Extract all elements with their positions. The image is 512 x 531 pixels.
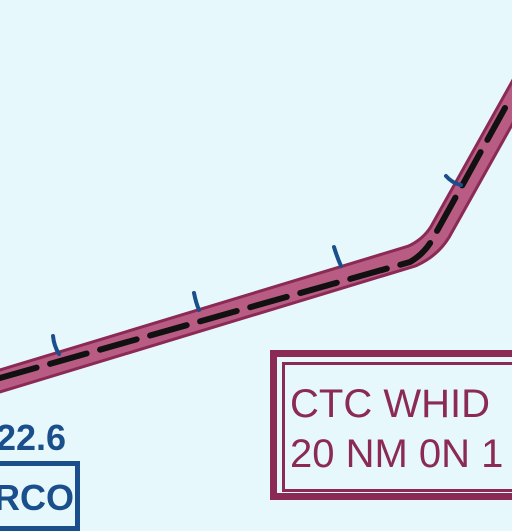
course-tick-4 <box>444 174 463 187</box>
course-tick-2 <box>192 291 201 312</box>
ctc-line-1: CTC WHID <box>290 382 490 426</box>
frequency-label: 22.6 <box>0 417 67 458</box>
airway-centerline <box>0 105 508 381</box>
course-tick-3 <box>332 245 343 268</box>
rco-label: RCO <box>0 477 74 518</box>
sectional-chart-map <box>0 78 512 394</box>
course-tick-1 <box>51 334 61 356</box>
ctc-line-2: 20 NM 0N 1 <box>290 432 504 476</box>
ctc-box-outer <box>270 350 512 500</box>
ctc-box-inner <box>282 362 512 492</box>
